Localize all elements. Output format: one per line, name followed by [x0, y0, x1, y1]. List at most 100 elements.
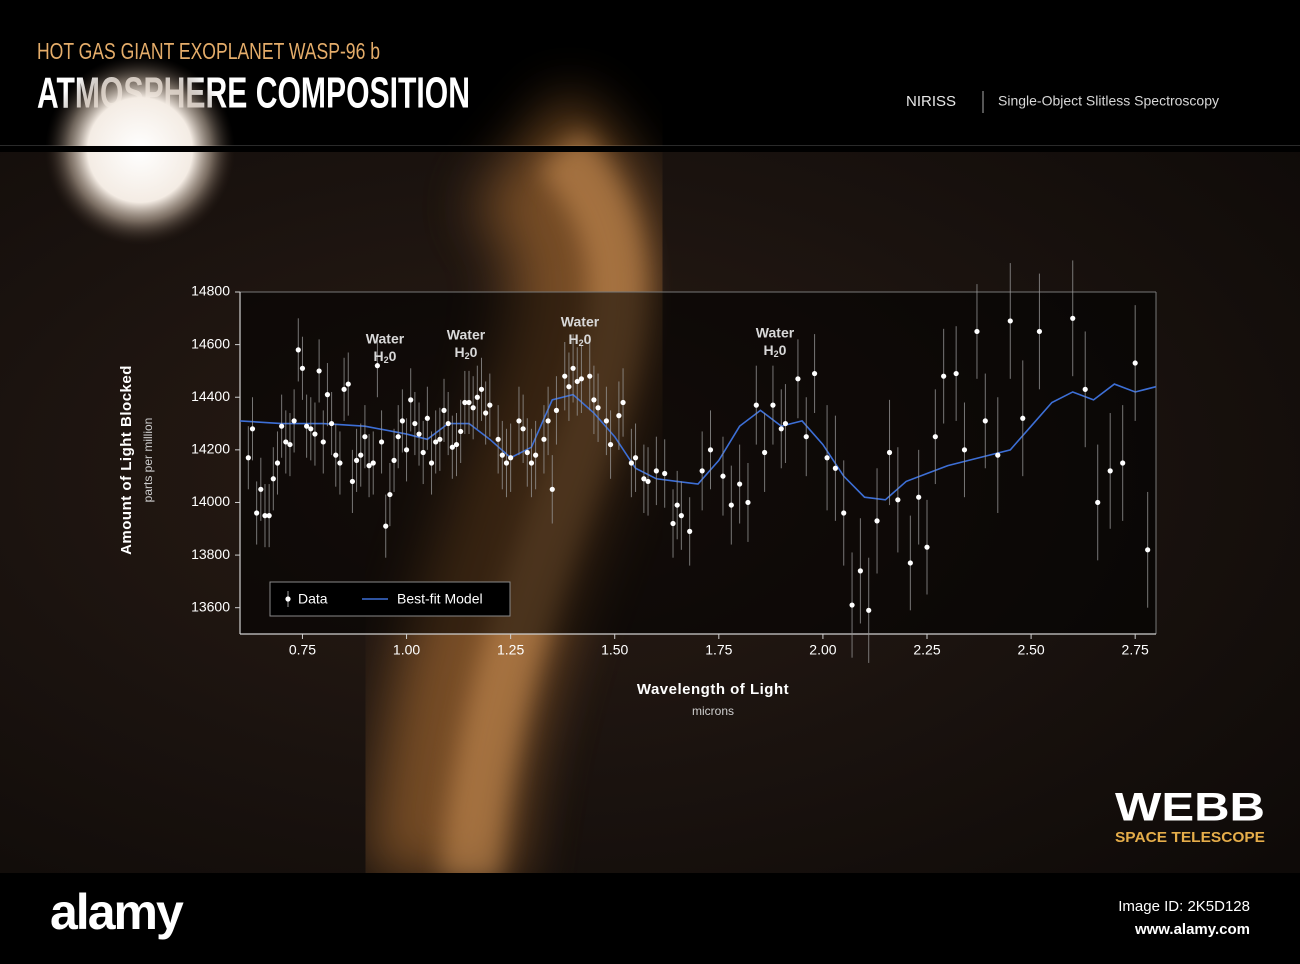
y-tick-label: 14000: [191, 493, 230, 509]
data-point: [737, 481, 743, 487]
data-point: [866, 607, 872, 613]
y-tick-label: 14400: [191, 388, 230, 404]
y-tick-label: 14200: [191, 441, 230, 457]
data-point: [516, 418, 522, 424]
data-point: [670, 520, 676, 527]
data-point: [591, 397, 597, 403]
data-point: [628, 460, 634, 466]
data-point: [370, 460, 376, 466]
data-point: [662, 470, 668, 477]
data-point: [499, 452, 505, 458]
x-axis-unit: microns: [692, 704, 734, 718]
data-point: [895, 497, 901, 503]
y-tick-label: 14600: [191, 335, 230, 351]
data-point: [445, 420, 451, 427]
x-tick-label: 1.25: [497, 642, 524, 658]
data-point: [811, 370, 818, 377]
chart: Amount of Light Blocked parts per millio…: [118, 260, 1157, 718]
data-point: [616, 413, 622, 419]
data-point: [262, 513, 268, 519]
data-point: [645, 478, 651, 485]
annotation-label: Water: [447, 327, 486, 343]
data-point: [841, 510, 847, 516]
data-point: [337, 460, 343, 466]
data-point: [1120, 460, 1126, 466]
data-point: [487, 402, 493, 408]
data-point: [470, 405, 476, 411]
data-point: [566, 384, 572, 390]
data-point: [378, 439, 385, 445]
header-subtitle: HOT GAS GIANT EXOPLANET WASP-96 b: [37, 38, 380, 64]
data-point: [433, 439, 439, 445]
data-point: [699, 468, 705, 474]
x-tick-label: 0.75: [289, 642, 316, 658]
data-point: [1082, 386, 1088, 392]
data-point: [462, 399, 468, 406]
data-point: [778, 426, 784, 432]
data-point: [291, 418, 297, 424]
legend-point: [285, 596, 291, 602]
annotation-formula: H20: [569, 331, 592, 349]
data-point: [408, 397, 414, 403]
legend-label: Best-fit Model: [397, 591, 483, 607]
instrument: NIRISS: [906, 93, 956, 110]
data-point: [441, 407, 447, 413]
data-point: [549, 486, 555, 492]
data-point: [287, 441, 293, 448]
data-point: [345, 381, 351, 387]
data-point: [932, 434, 938, 440]
data-point: [953, 370, 959, 377]
data-point: [245, 455, 251, 461]
data-point: [374, 363, 380, 369]
formula-part: 0: [779, 342, 787, 358]
x-tick-label: 2.25: [913, 642, 940, 658]
data-point: [362, 434, 368, 440]
data-point: [620, 399, 626, 406]
data-point: [412, 420, 418, 427]
data-point: [333, 452, 339, 458]
data-point: [312, 431, 318, 437]
data-point: [283, 439, 289, 445]
data-point: [299, 365, 306, 371]
formula-part: H: [455, 344, 465, 360]
data-point: [387, 491, 393, 498]
x-axis-title: Wavelength of Light: [637, 681, 789, 698]
formula-part: 2: [579, 338, 584, 348]
data-point: [745, 499, 751, 506]
data-point: [274, 460, 281, 466]
data-point: [458, 428, 464, 435]
data-point: [632, 455, 639, 461]
data-point: [391, 457, 397, 463]
data-point: [279, 423, 285, 429]
data-point: [578, 376, 585, 382]
data-point: [720, 473, 726, 479]
formula-part: 0: [470, 344, 478, 360]
data-point: [753, 402, 759, 408]
formula-part: 2: [774, 349, 779, 359]
data-point: [995, 452, 1001, 458]
y-axis-title: Amount of Light Blocked: [118, 365, 135, 555]
formula-part: H: [569, 331, 579, 347]
data-point: [916, 494, 922, 500]
formula-part: 2: [465, 351, 470, 361]
header-edge: [0, 146, 1300, 152]
data-point: [453, 441, 460, 448]
webb-tagline: SPACE TELESCOPE: [1115, 829, 1265, 846]
webb-logo: WEBB: [1115, 786, 1265, 830]
data-point: [824, 455, 830, 461]
data-point: [395, 434, 401, 440]
x-tick-label: 1.75: [705, 642, 732, 658]
data-point: [528, 460, 535, 466]
data-point: [428, 460, 435, 466]
data-point: [641, 476, 647, 482]
data-point: [728, 502, 734, 508]
data-point: [795, 376, 801, 382]
data-point: [403, 447, 410, 453]
legend-box: [269, 581, 511, 617]
data-point: [449, 444, 455, 450]
annotation-label: Water: [561, 314, 600, 330]
data-point: [383, 523, 389, 529]
data-point: [524, 449, 530, 456]
footer-image-id: Image ID: 2K5D128: [1118, 898, 1250, 915]
